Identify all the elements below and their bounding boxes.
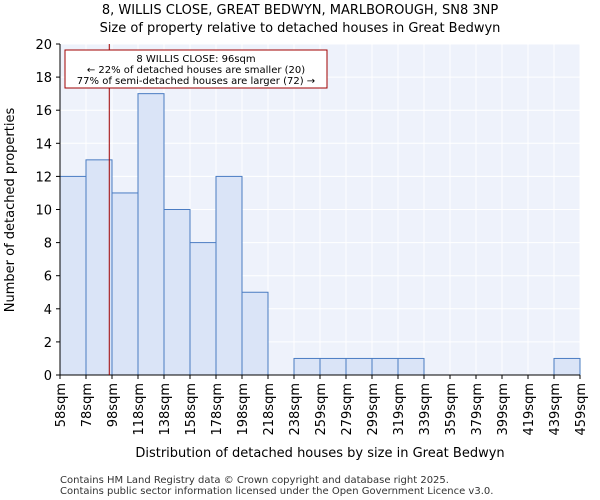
x-tick-label: 259sqm	[314, 383, 329, 436]
bar-178sqm	[215, 175, 243, 376]
y-tick-label: 0	[44, 369, 52, 384]
bars	[59, 93, 581, 376]
bar-98sqm	[111, 192, 139, 376]
x-tick-label: 238sqm	[288, 383, 303, 436]
y-tick-label: 12	[35, 170, 52, 185]
y-tick-label: 14	[35, 137, 52, 152]
bar-198sqm	[241, 291, 269, 376]
x-tick-label: 379sqm	[470, 383, 485, 436]
bar-439sqm	[553, 357, 581, 376]
y-tick-label: 4	[44, 303, 52, 318]
x-tick-label: 279sqm	[340, 383, 355, 436]
annotation-line-1: 8 WILLIS CLOSE: 96sqm	[136, 54, 255, 65]
x-tick-label: 459sqm	[574, 383, 589, 436]
y-tick-label: 6	[44, 270, 52, 285]
annotation-box	[64, 49, 328, 89]
bar-78sqm	[85, 159, 113, 376]
bar-118sqm	[137, 93, 165, 376]
bar-299sqm	[371, 357, 399, 376]
x-tick-label: 58sqm	[54, 383, 69, 427]
chart-subtitle: Size of property relative to detached ho…	[100, 21, 501, 36]
y-axis-ticks: 0 2 4 6 8 10 12 14 16 18 20	[35, 38, 61, 384]
bar-58sqm	[59, 175, 87, 376]
y-tick-label: 20	[35, 38, 52, 53]
x-tick-label: 78sqm	[80, 383, 95, 427]
x-axis-label: Distribution of detached houses by size …	[135, 446, 504, 461]
bar-319sqm	[397, 357, 425, 376]
x-tick-label: 118sqm	[132, 383, 147, 436]
x-tick-label: 299sqm	[366, 383, 381, 436]
x-tick-label: 98sqm	[106, 383, 121, 427]
annotation-line-3: 77% of semi-detached houses are larger (…	[77, 76, 315, 87]
x-axis-ticks: 58sqm 78sqm 98sqm 118sqm 138sqm 158sqm 178sqm 1…	[54, 374, 589, 436]
y-tick-label: 2	[44, 336, 52, 351]
x-tick-label: 178sqm	[210, 383, 225, 436]
y-tick-label: 8	[44, 237, 52, 252]
y-tick-label: 16	[35, 104, 52, 119]
x-tick-label: 138sqm	[158, 383, 173, 436]
y-axis-label: Number of detached properties	[3, 108, 18, 313]
x-tick-label: 158sqm	[184, 383, 199, 436]
footer-copyright: Contains HM Land Registry data © Crown c…	[60, 475, 449, 486]
bar-259sqm	[319, 357, 347, 376]
y-tick-label: 18	[35, 71, 52, 86]
bar-158sqm	[189, 242, 217, 376]
bar-238sqm	[293, 357, 321, 376]
bar-279sqm	[345, 357, 373, 376]
x-tick-label: 359sqm	[444, 383, 459, 436]
y-tick-label: 10	[35, 204, 52, 219]
x-tick-label: 319sqm	[392, 383, 407, 436]
x-tick-label: 399sqm	[496, 383, 511, 436]
x-tick-label: 419sqm	[522, 383, 537, 436]
x-tick-label: 439sqm	[548, 383, 563, 436]
chart-title: 8, WILLIS CLOSE, GREAT BEDWYN, MARLBOROU…	[102, 3, 499, 18]
bar-138sqm	[163, 209, 191, 376]
footer-licence: Contains public sector information licen…	[60, 486, 493, 497]
annotation-line-2: ← 22% of detached houses are smaller (20…	[87, 65, 305, 76]
x-tick-label: 339sqm	[418, 383, 433, 436]
x-tick-label: 218sqm	[262, 383, 277, 436]
x-tick-label: 198sqm	[236, 383, 251, 436]
